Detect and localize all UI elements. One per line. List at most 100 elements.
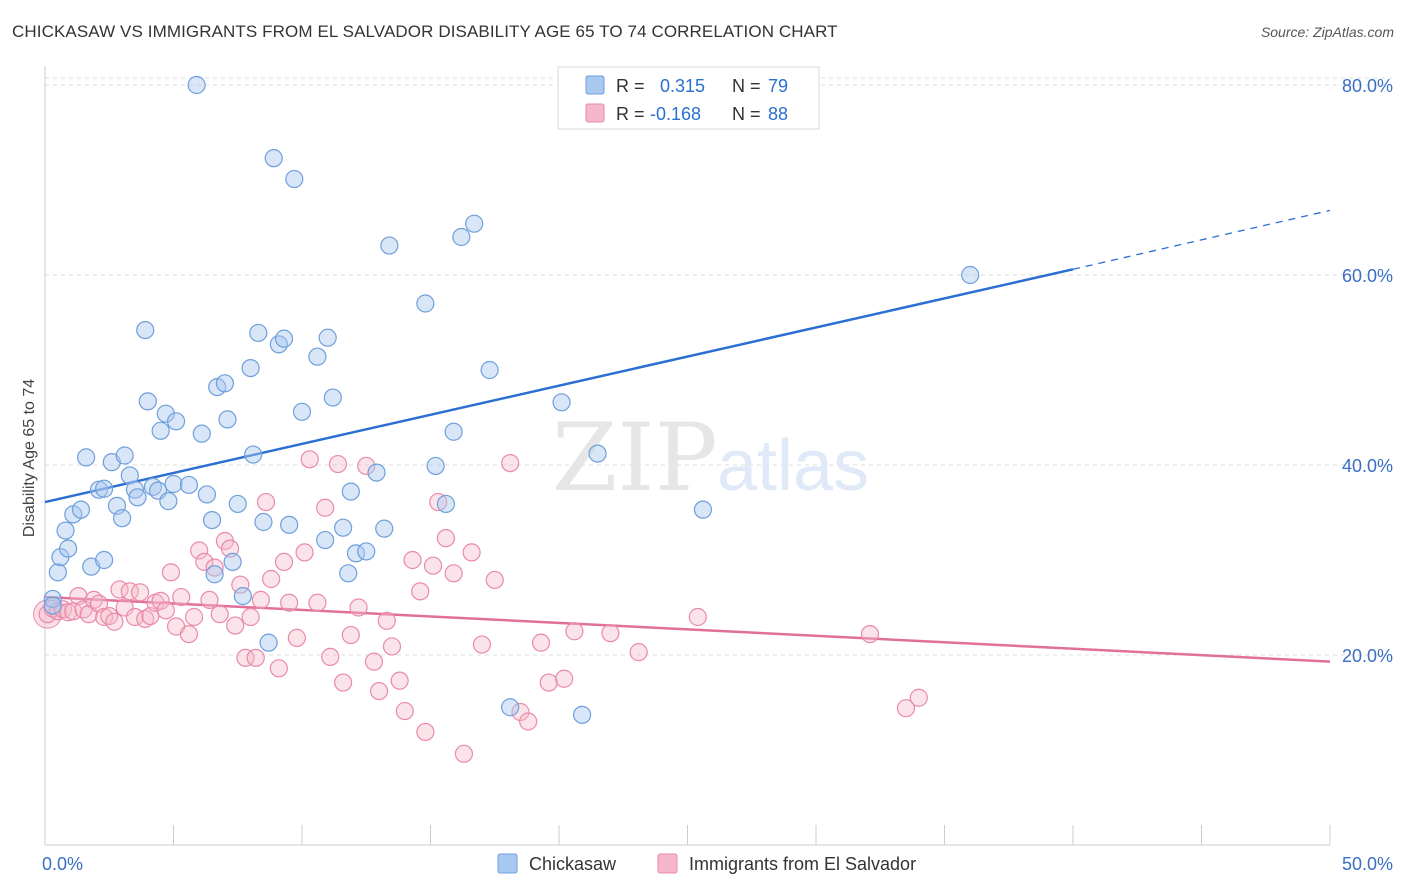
point-el-salvador: [241, 607, 260, 627]
point-chickasaw: [138, 392, 157, 411]
point-el-salvador: [519, 712, 538, 731]
point-chickasaw: [259, 633, 278, 652]
point-chickasaw: [501, 698, 520, 717]
point-el-salvador: [462, 543, 481, 562]
point-el-salvador: [280, 593, 299, 612]
point-el-salvador: [334, 673, 353, 692]
point-chickasaw: [136, 321, 155, 340]
point-el-salvador: [172, 587, 191, 607]
point-el-salvador: [364, 652, 384, 671]
point-el-salvador: [236, 648, 255, 667]
point-el-salvador: [555, 669, 574, 688]
bottom-legend-label-chickasaw: Chickasaw: [529, 854, 617, 874]
point-el-salvador: [100, 606, 119, 626]
point-chickasaw: [48, 563, 67, 582]
point-chickasaw: [285, 169, 304, 189]
point-el-salvador: [501, 454, 520, 473]
point-chickasaw: [156, 404, 175, 423]
point-chickasaw: [166, 412, 186, 431]
legend-r-value-1: 0.315: [660, 76, 705, 96]
y-tick-label: 60.0%: [1342, 266, 1393, 286]
x-tick-label: 50.0%: [1342, 854, 1393, 874]
point-chickasaw: [59, 539, 78, 558]
point-el-salvador: [210, 605, 229, 624]
watermark: ZIP atlas: [552, 404, 869, 513]
point-chickasaw: [264, 149, 283, 168]
point-el-salvador: [472, 635, 491, 654]
point-chickasaw: [444, 422, 463, 441]
point-chickasaw: [215, 374, 234, 393]
legend-swatch-el-salvador: [585, 103, 605, 123]
point-chickasaw: [269, 335, 288, 354]
point-chickasaw: [588, 444, 607, 463]
point-chickasaw: [151, 421, 170, 440]
x-tick-label: 0.0%: [42, 854, 83, 874]
point-el-salvador: [246, 648, 265, 667]
point-el-salvador: [896, 699, 916, 718]
point-el-salvador: [95, 607, 114, 627]
point-chickasaw: [249, 323, 268, 343]
point-el-salvador: [59, 603, 78, 622]
point-el-salvador: [395, 701, 414, 721]
point-chickasaw: [334, 518, 353, 537]
point-chickasaw: [323, 388, 342, 407]
point-chickasaw: [367, 463, 386, 482]
point-el-salvador: [377, 611, 396, 630]
point-el-salvador: [251, 590, 270, 610]
point-chickasaw: [218, 410, 237, 429]
point-el-salvador: [300, 450, 319, 469]
point-chickasaw: [228, 494, 247, 514]
point-el-salvador: [909, 688, 928, 707]
point-el-salvador: [105, 612, 124, 631]
point-el-salvador: [256, 492, 276, 512]
correlation-legend: R = 0.315 N = 79 R = -0.168 N = 88: [557, 66, 820, 130]
legend-r-value-2: -0.168: [650, 104, 701, 124]
point-chickasaw: [316, 530, 335, 550]
point-el-salvador: [161, 563, 181, 582]
point-el-salvador: [262, 569, 281, 589]
point-el-salvador: [403, 550, 422, 570]
point-el-salvador: [601, 624, 620, 643]
point-el-salvador: [411, 582, 430, 601]
point-el-salvador: [156, 601, 175, 620]
source-label: Source: ZipAtlas.com: [1260, 24, 1394, 40]
point-chickasaw: [426, 456, 445, 476]
point-chickasaw: [89, 480, 109, 499]
point-chickasaw: [95, 550, 114, 570]
point-el-salvador: [269, 659, 288, 678]
point-el-salvador: [390, 671, 409, 690]
point-el-salvador: [688, 607, 707, 627]
point-chickasaw: [71, 500, 91, 519]
point-el-salvador: [205, 558, 224, 577]
point-chickasaw: [159, 492, 178, 511]
point-chickasaw: [380, 236, 399, 255]
point-chickasaw: [205, 565, 224, 584]
point-el-salvador: [382, 637, 402, 656]
point-chickasaw: [693, 500, 713, 519]
y-axis-label: Disability Age 65 to 74: [21, 379, 38, 537]
point-chickasaw: [452, 227, 471, 247]
bottom-legend-label-el-salvador: Immigrants from El Salvador: [689, 854, 916, 874]
point-el-salvador: [565, 622, 584, 641]
point-chickasaw: [465, 214, 484, 233]
point-chickasaw: [292, 402, 312, 421]
point-chickasaw: [241, 359, 260, 378]
point-chickasaw: [187, 75, 206, 95]
point-el-salvador: [136, 609, 155, 629]
point-chickasaw: [77, 448, 96, 467]
point-chickasaw: [43, 596, 62, 615]
legend-r-label-2: R =: [616, 104, 645, 124]
point-el-salvador: [860, 624, 880, 644]
point-chickasaw: [164, 474, 183, 494]
series-legend: Chickasaw Immigrants from El Salvador: [497, 853, 916, 874]
point-chickasaw: [43, 589, 62, 609]
point-chickasaw: [192, 424, 211, 443]
point-el-salvador: [416, 722, 435, 742]
point-el-salvador: [349, 598, 368, 617]
point-chickasaw: [961, 265, 980, 285]
legend-r-label-1: R =: [616, 76, 645, 96]
watermark-atlas: atlas: [717, 426, 869, 506]
legend-n-label-2: N =: [732, 104, 761, 124]
point-el-salvador: [130, 583, 150, 602]
point-el-salvador: [295, 543, 314, 562]
